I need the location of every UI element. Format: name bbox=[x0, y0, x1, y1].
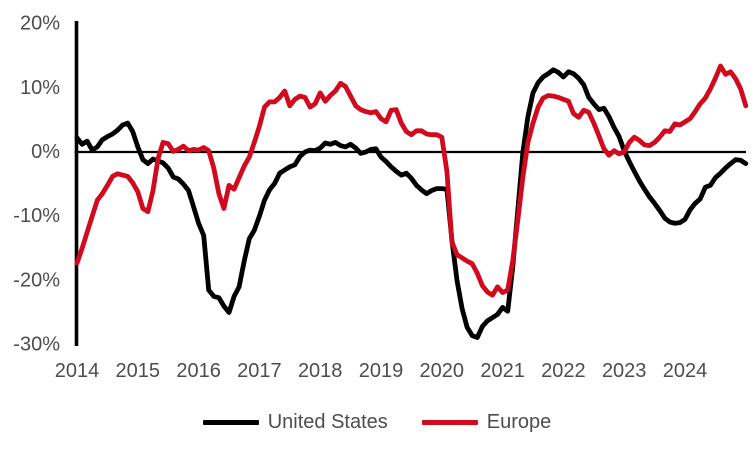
legend-swatch-europe bbox=[421, 419, 478, 425]
x-axis-tick-label: 2014 bbox=[55, 360, 100, 382]
y-axis-tick-label: -10% bbox=[13, 205, 60, 227]
y-axis-tick-label: -30% bbox=[13, 334, 60, 356]
legend-item-europe: Europe bbox=[421, 411, 552, 433]
legend: United States Europe bbox=[0, 412, 754, 432]
y-axis-tick-label: 10% bbox=[20, 77, 60, 99]
legend-item-united-states: United States bbox=[202, 411, 388, 433]
legend-label-united-states: United States bbox=[267, 411, 388, 433]
x-axis-tick-label: 2022 bbox=[541, 360, 586, 382]
x-axis-tick-label: 2020 bbox=[420, 360, 465, 382]
series-line-europe bbox=[74, 63, 749, 298]
x-axis-tick-label: 2015 bbox=[116, 360, 161, 382]
legend-swatch-united-states bbox=[202, 419, 259, 425]
y-axis-tick-label: 0% bbox=[31, 141, 60, 163]
x-axis-tick-label: 2017 bbox=[237, 360, 282, 382]
y-axis-tick-label: -20% bbox=[13, 269, 60, 291]
x-axis-tick-label: 2019 bbox=[359, 360, 404, 382]
legend-label-europe: Europe bbox=[486, 411, 552, 433]
x-axis-tick-label: 2021 bbox=[480, 360, 525, 382]
x-axis-tick-label: 2023 bbox=[602, 360, 647, 382]
x-axis-tick-label: 2016 bbox=[176, 360, 221, 382]
x-axis-tick-label: 2018 bbox=[298, 360, 343, 382]
x-axis-tick-label: 2024 bbox=[663, 360, 708, 382]
series-line-united-states bbox=[74, 67, 749, 340]
y-axis-tick-label: 20% bbox=[20, 13, 60, 35]
